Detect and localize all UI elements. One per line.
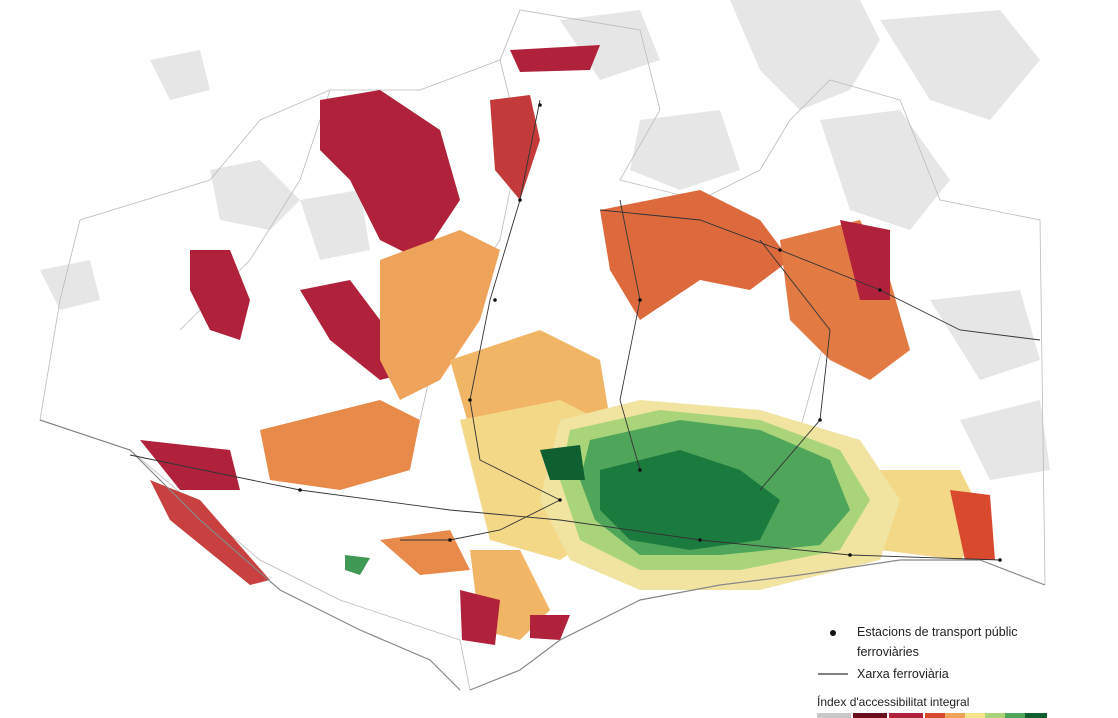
legend-railway: Xarxa ferroviària [857, 667, 949, 681]
legend-index-title: Índex d'accessibilitat integral [817, 695, 970, 709]
stations [298, 103, 1002, 562]
legend-color-scale [817, 713, 1047, 718]
legend-station-symbol [830, 630, 836, 636]
accessibility-zones [140, 45, 995, 645]
legend-stations: Estacions de transport públic ferroviàri… [857, 625, 1018, 659]
surrounding-urban [40, 0, 1050, 480]
coastline [39, 419, 1046, 691]
